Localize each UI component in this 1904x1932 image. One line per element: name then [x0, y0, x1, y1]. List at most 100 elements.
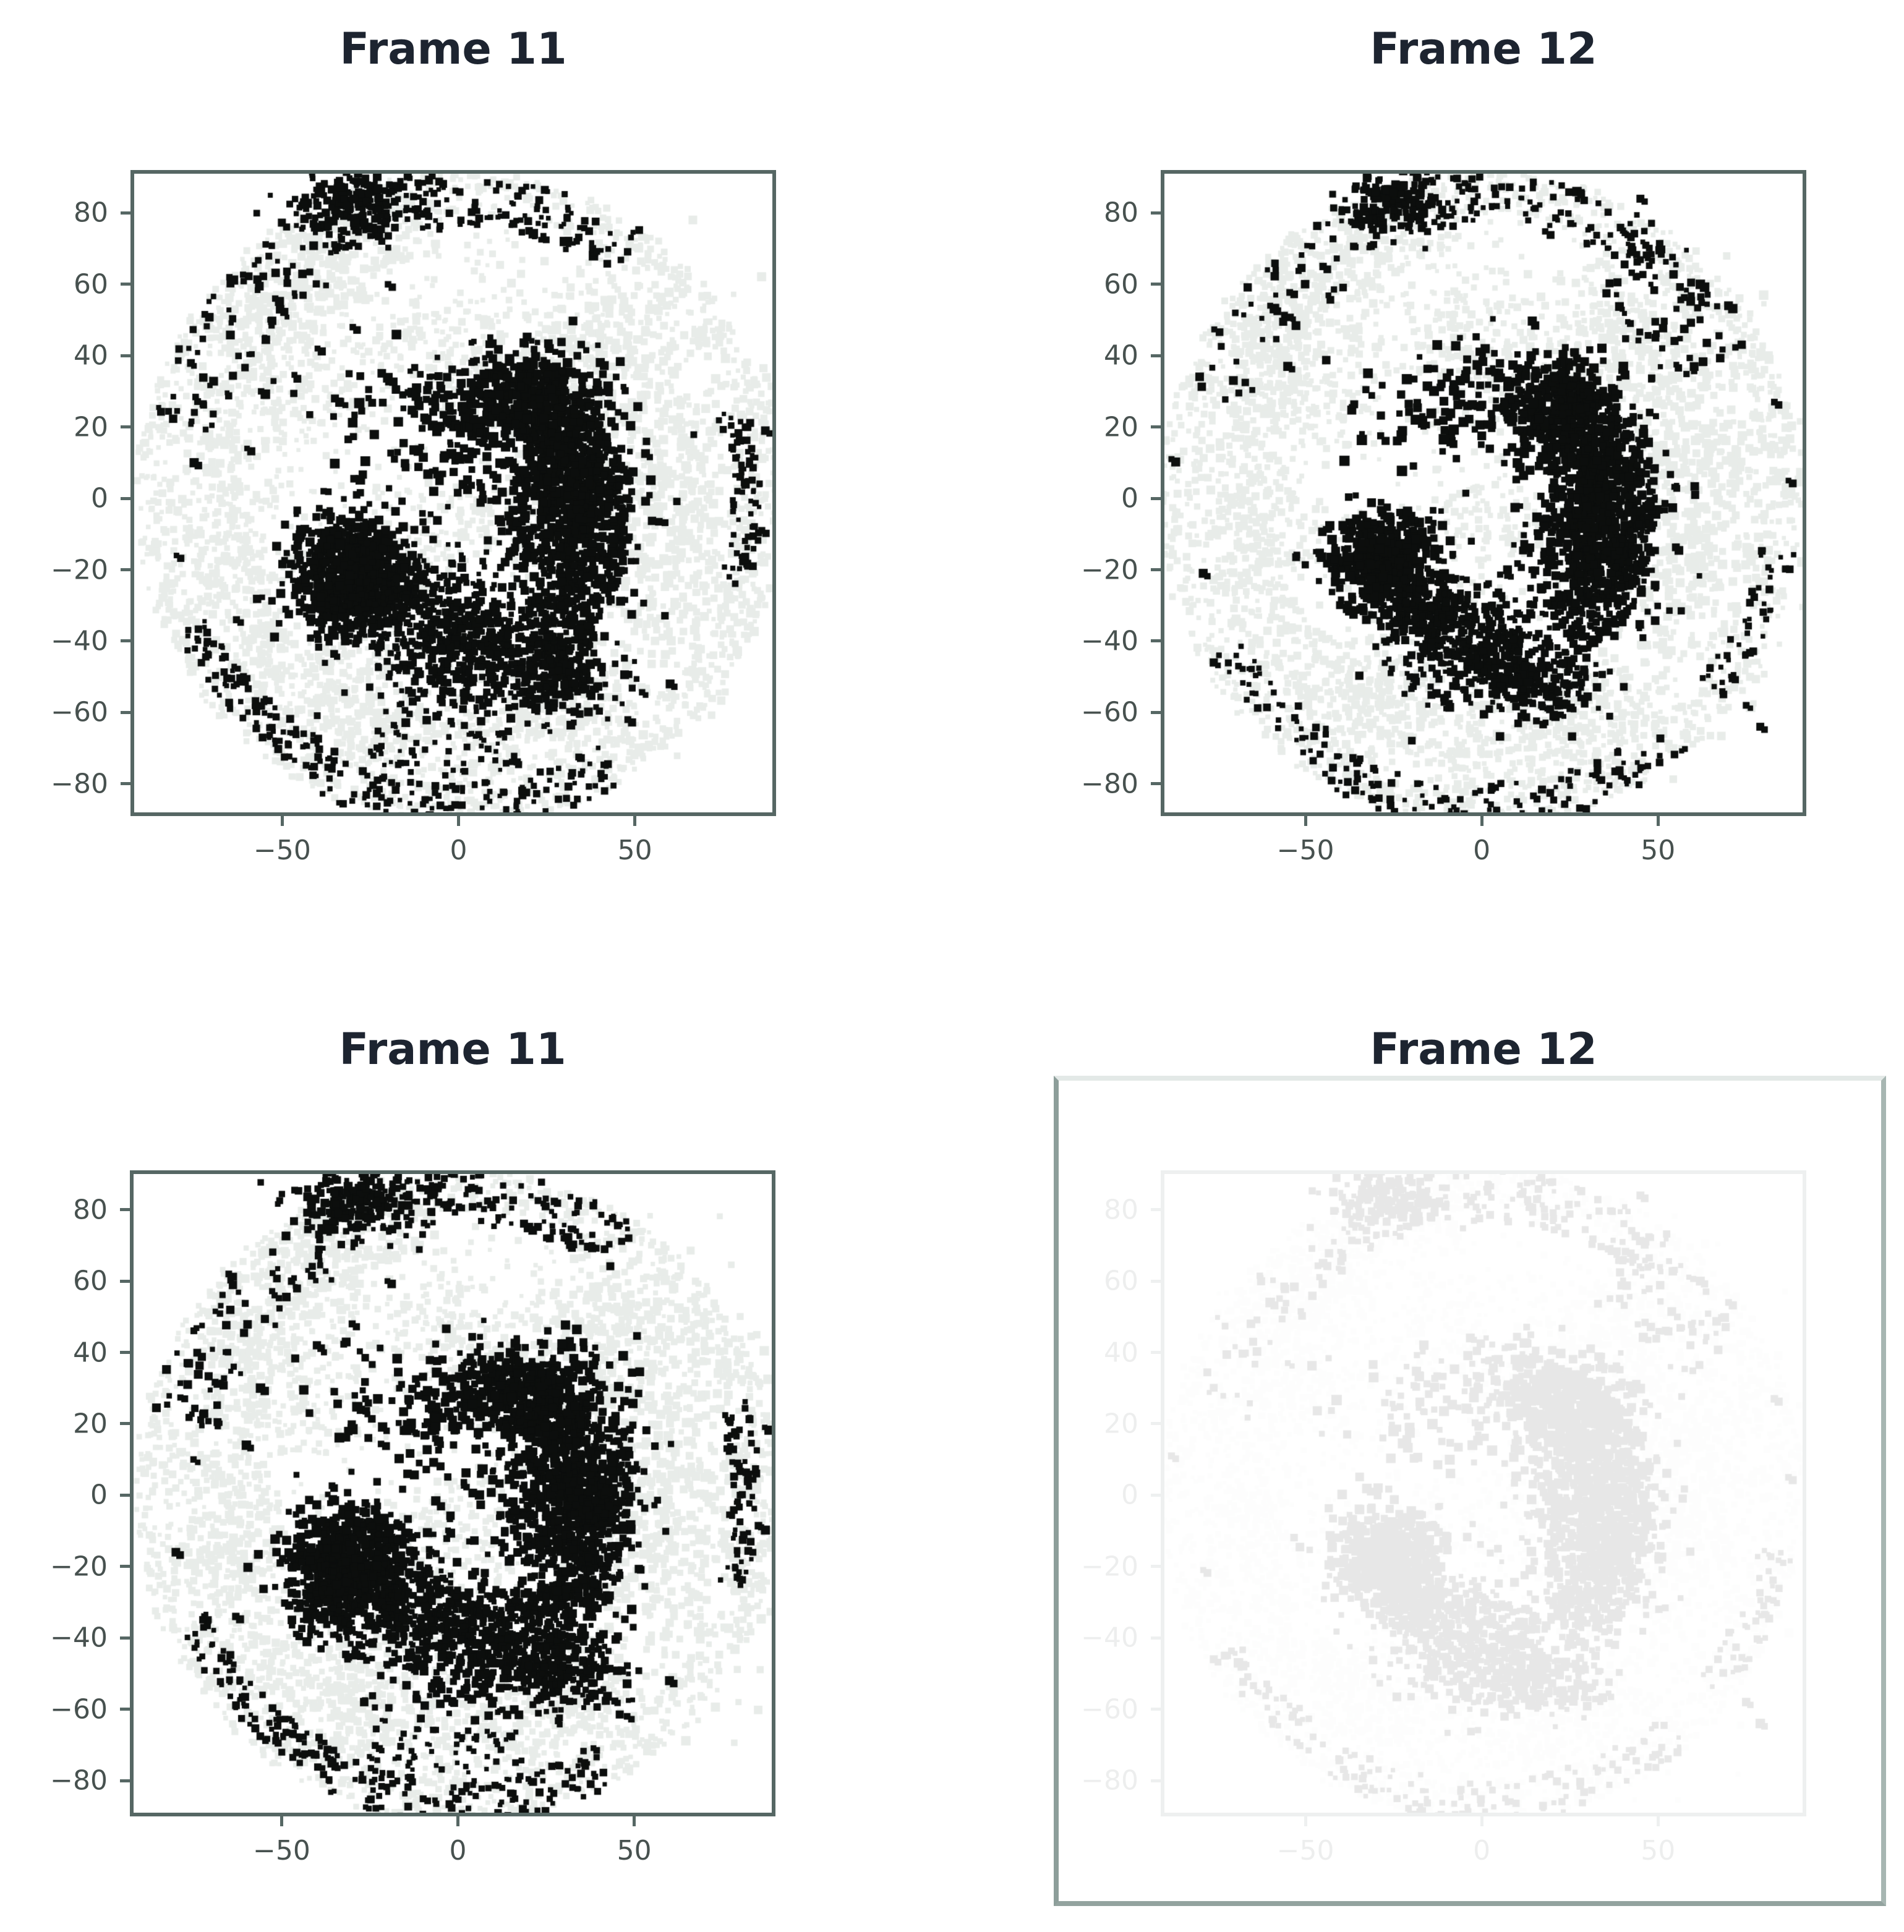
y-tick-label: −60 [1081, 1693, 1138, 1726]
y-tick-label: −80 [1081, 1764, 1138, 1797]
x-tick-mark [1304, 816, 1307, 826]
x-tick-mark [1480, 1816, 1483, 1826]
x-tick-label: −50 [1276, 1835, 1334, 1866]
y-tick-mark [121, 782, 130, 786]
y-tick-mark [1151, 1493, 1161, 1497]
y-tick-label: 20 [1104, 411, 1138, 443]
y-tick-mark [121, 211, 130, 215]
y-tick-mark [1151, 1279, 1161, 1283]
x-tick-mark [457, 816, 461, 826]
y-tick-mark [121, 283, 130, 286]
scatter-canvas [134, 174, 772, 812]
y-tick-mark [1151, 354, 1161, 357]
x-tick-label: 0 [450, 835, 467, 866]
y-tick-label: 0 [90, 1479, 108, 1511]
y-tick-label: 40 [1104, 1337, 1138, 1369]
y-tick-label: −80 [51, 768, 108, 800]
y-tick-label: −40 [1081, 1622, 1138, 1654]
x-tick-mark [1304, 1816, 1307, 1826]
y-tick-mark [120, 1636, 130, 1640]
y-tick-mark [1151, 211, 1161, 215]
x-tick-label: −50 [253, 1835, 310, 1866]
y-tick-label: 40 [1104, 339, 1138, 372]
y-tick-label: 20 [74, 411, 108, 443]
y-tick-label: 0 [1121, 482, 1138, 514]
x-tick-mark [1656, 816, 1660, 826]
y-tick-mark [1151, 710, 1161, 714]
y-tick-mark [120, 1708, 130, 1711]
subplot-frame11-top: Frame 11 −50 0 50 80 60 40 20 0 −20 −40 −60 −80 [51, 23, 776, 866]
y-tick-mark [1151, 1636, 1161, 1640]
x-tick-mark [633, 1816, 636, 1826]
y-tick-label: −60 [50, 1693, 108, 1726]
x-tick-label: 50 [617, 835, 652, 866]
y-tick-mark [1151, 1565, 1161, 1568]
x-tick-label: 0 [1473, 835, 1491, 866]
scatter-canvas [1164, 1174, 1803, 1813]
y-tick-label: 80 [1104, 1194, 1138, 1226]
subplot-title: Frame 12 [1370, 23, 1597, 74]
y-tick-mark [121, 354, 130, 357]
y-tick-mark [121, 639, 130, 643]
subplot-title: Frame 11 [339, 1024, 566, 1075]
plot-axes: −50 0 50 80 60 40 20 0 −20 −40 −60 −80 [1081, 170, 1806, 866]
subplot-title: Frame 11 [339, 23, 567, 74]
x-tick-mark [280, 816, 284, 826]
y-tick-mark [121, 568, 130, 572]
y-tick-label: 20 [1104, 1408, 1138, 1440]
y-tick-label: −40 [1081, 625, 1138, 657]
x-tick-label: −50 [254, 835, 311, 866]
subplot-title: Frame 12 [1370, 1024, 1597, 1075]
y-tick-label: 80 [74, 197, 108, 229]
y-tick-label: 0 [1121, 1479, 1138, 1511]
y-tick-mark [120, 1351, 130, 1355]
y-tick-mark [120, 1779, 130, 1782]
y-tick-mark [1151, 1208, 1161, 1212]
x-tick-label: 50 [1641, 1835, 1676, 1866]
y-tick-label: −60 [1081, 696, 1138, 728]
y-tick-label: −40 [51, 625, 108, 657]
plot-axes: −50 0 50 80 60 40 20 0 −20 −40 −60 −80 [1081, 1170, 1806, 1866]
subplot-frame12-bottom-faded: Frame 12 −50 0 50 80 60 40 20 0 −20 −40 −60 −80 [1054, 1024, 1886, 1906]
y-tick-label: −80 [1081, 768, 1138, 800]
y-tick-mark [121, 710, 130, 714]
y-tick-label: 60 [74, 268, 108, 300]
y-tick-label: 60 [73, 1265, 108, 1297]
y-tick-label: 60 [1104, 1265, 1138, 1297]
x-tick-mark [633, 816, 637, 826]
y-tick-mark [120, 1208, 130, 1212]
x-tick-label: −50 [1276, 835, 1334, 866]
x-tick-label: 0 [1473, 1835, 1491, 1866]
x-tick-mark [1480, 816, 1483, 826]
x-tick-mark [1656, 1816, 1660, 1826]
y-tick-mark [121, 496, 130, 500]
x-tick-mark [456, 1816, 460, 1826]
y-tick-mark [1151, 496, 1161, 500]
subplot-frame12-top: Frame 12 −50 0 50 80 60 40 20 0 −20 −40 −60 −80 [1081, 23, 1806, 866]
subplot-frame11-bottom: Frame 11 −50 0 50 80 60 40 20 0 −20 −40 −60 −80 [50, 1024, 775, 1866]
y-tick-label: 40 [74, 339, 108, 372]
y-tick-label: 20 [73, 1408, 108, 1440]
y-tick-mark [1151, 639, 1161, 643]
y-tick-mark [1151, 1351, 1161, 1355]
x-tick-label: 50 [617, 1835, 652, 1866]
y-tick-label: 0 [91, 482, 108, 514]
y-tick-mark [120, 1422, 130, 1426]
y-tick-mark [1151, 1708, 1161, 1711]
plot-axes: −50 0 50 80 60 40 20 0 −20 −40 −60 −80 [50, 1170, 775, 1866]
y-tick-mark [1151, 1422, 1161, 1426]
y-tick-mark [120, 1279, 130, 1283]
y-tick-label: −20 [1081, 554, 1138, 586]
y-tick-label: −80 [50, 1764, 108, 1797]
scatter-canvas [134, 1174, 772, 1813]
y-tick-label: −20 [51, 554, 108, 586]
y-tick-label: −20 [50, 1551, 108, 1583]
y-tick-mark [1151, 283, 1161, 286]
y-tick-mark [1151, 782, 1161, 786]
y-tick-label: 80 [1104, 197, 1138, 229]
y-tick-label: −60 [51, 696, 108, 728]
y-tick-mark [120, 1493, 130, 1497]
y-tick-mark [1151, 568, 1161, 572]
y-tick-mark [1151, 425, 1161, 429]
